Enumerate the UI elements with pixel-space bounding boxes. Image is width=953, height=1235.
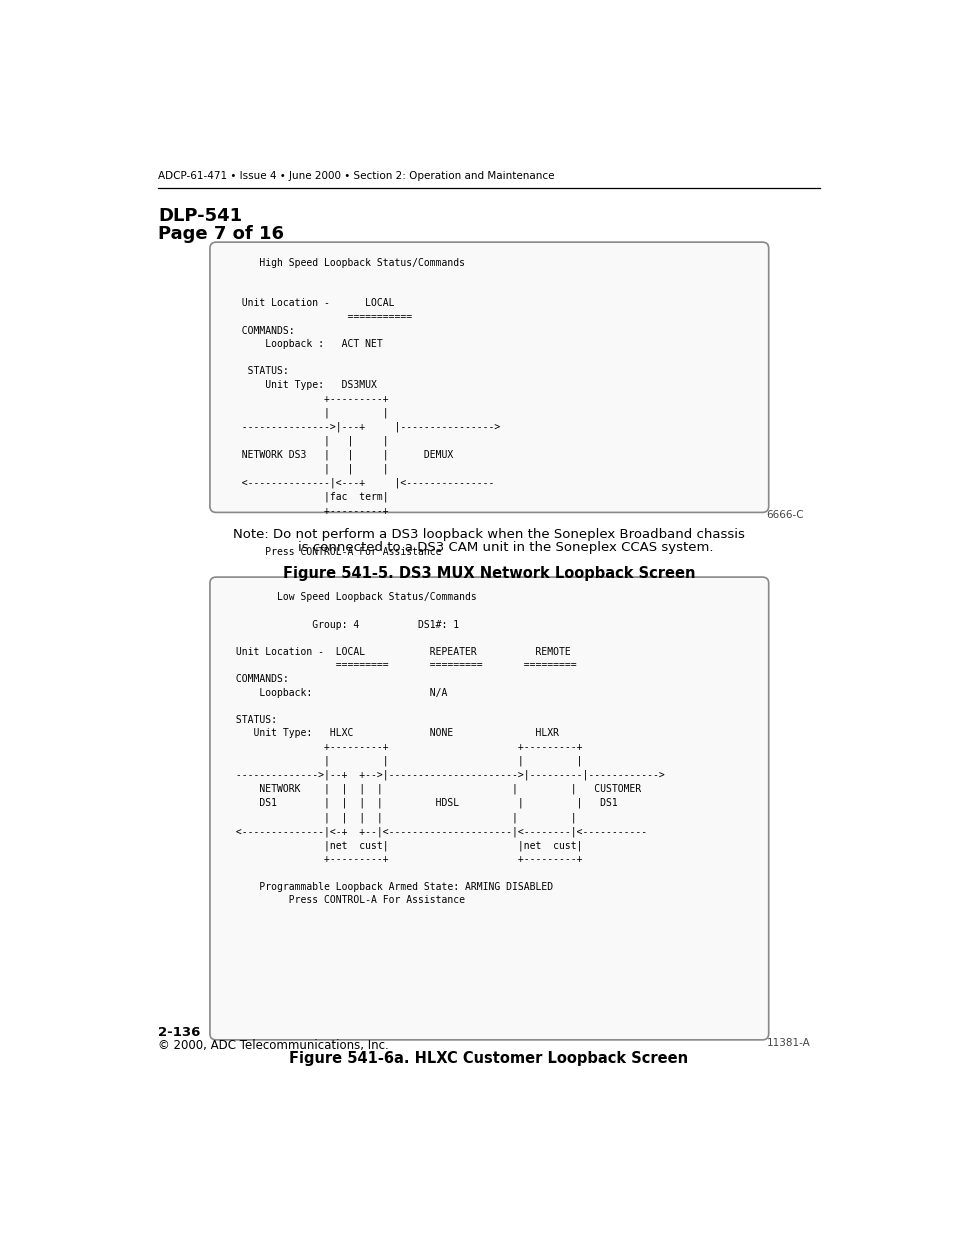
Text: 11381-A: 11381-A	[765, 1037, 809, 1047]
Text: is connected to a DS3 CAM unit in the Soneplex CCAS system.: is connected to a DS3 CAM unit in the So…	[264, 541, 713, 555]
Text: © 2000, ADC Telecommunications, Inc.: © 2000, ADC Telecommunications, Inc.	[158, 1039, 388, 1052]
Text: 6666-C: 6666-C	[765, 510, 803, 520]
Text: ADCP-61-471 • Issue 4 • June 2000 • Section 2: Operation and Maintenance: ADCP-61-471 • Issue 4 • June 2000 • Sect…	[158, 172, 554, 182]
Text: High Speed Loopback Status/Commands


  Unit Location -      LOCAL
             : High Speed Loopback Status/Commands Unit…	[230, 258, 499, 557]
FancyBboxPatch shape	[210, 242, 768, 513]
Text: Note: Do not perform a DS3 loopback when the Soneplex Broadband chassis: Note: Do not perform a DS3 loopback when…	[233, 527, 744, 541]
Text: DLP-541: DLP-541	[158, 207, 242, 226]
FancyBboxPatch shape	[210, 577, 768, 1040]
Text: Low Speed Loopback Status/Commands

              Group: 4          DS1#: 1

 Un: Low Speed Loopback Status/Commands Group…	[230, 593, 664, 905]
Text: 2-136: 2-136	[158, 1026, 200, 1039]
Text: Figure 541-6a. HLXC Customer Loopback Screen: Figure 541-6a. HLXC Customer Loopback Sc…	[289, 1051, 688, 1066]
Text: Page 7 of 16: Page 7 of 16	[158, 225, 284, 243]
Text: Figure 541-5. DS3 MUX Network Loopback Screen: Figure 541-5. DS3 MUX Network Loopback S…	[282, 567, 695, 582]
